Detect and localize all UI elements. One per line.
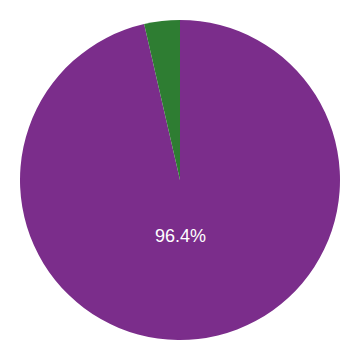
svg-text:96.4%: 96.4%: [155, 226, 206, 246]
